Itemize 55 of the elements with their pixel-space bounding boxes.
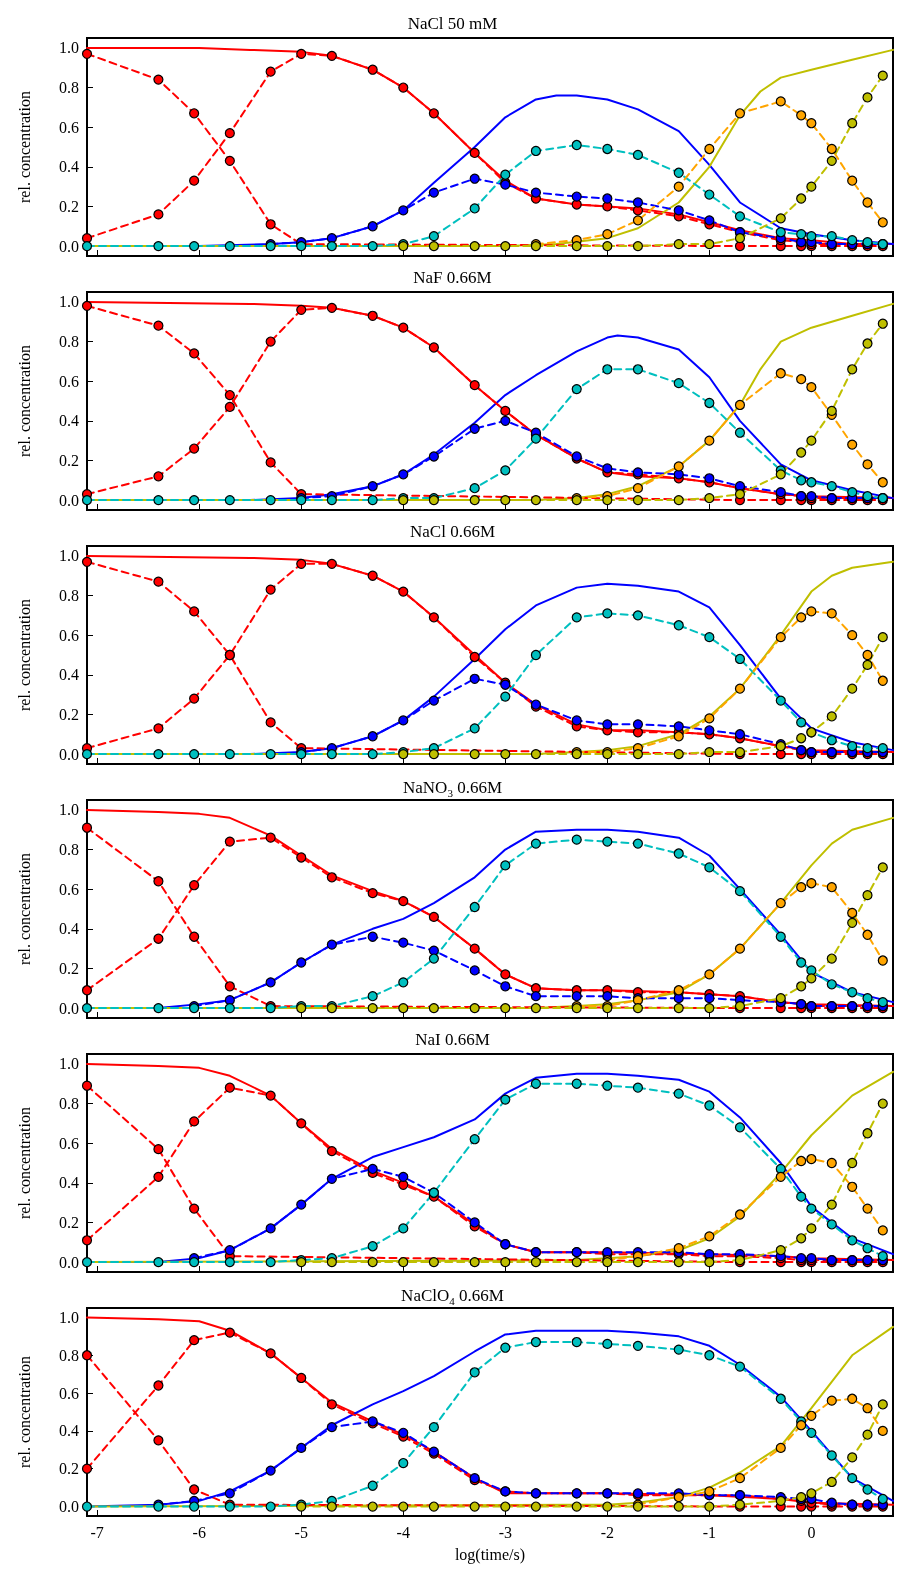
y-tick-label: 0.2 xyxy=(59,705,79,723)
chart-title: NaCl 50 mM xyxy=(407,14,498,33)
y-axis-title: rel. concentration xyxy=(15,1356,33,1468)
chart-title: NaF 0.66M xyxy=(413,268,492,287)
y-tick-label: 1.0 xyxy=(59,1308,79,1326)
x-tick-label: -3 xyxy=(498,1523,512,1541)
y-tick-label: 0.6 xyxy=(59,626,79,644)
y-tick-label: 1.0 xyxy=(59,293,79,311)
y-tick-label: 0.4 xyxy=(59,666,79,684)
y-tick-label: 0.0 xyxy=(59,1498,79,1516)
y-tick-label: 0.0 xyxy=(59,237,79,255)
y-tick-label: 0.4 xyxy=(59,412,79,430)
y-tick-label: 0.2 xyxy=(59,197,79,215)
chart-title: NaCl 0.66M xyxy=(410,522,495,541)
y-tick-label: 0.6 xyxy=(59,372,79,390)
y-axis-title: rel. concentration xyxy=(15,599,33,711)
y-tick-label: 1.0 xyxy=(59,547,79,565)
y-axis-title: rel. concentration xyxy=(15,1107,33,1219)
y-tick-label: 0.2 xyxy=(59,959,79,977)
y-tick-label: 0.4 xyxy=(59,1422,79,1440)
y-tick-label: 0.8 xyxy=(59,1095,79,1113)
x-tick-label: -7 xyxy=(90,1523,104,1541)
y-tick-label: 0.2 xyxy=(59,451,79,469)
y-tick-label: 0.6 xyxy=(59,1134,79,1152)
y-tick-label: 1.0 xyxy=(59,1055,79,1073)
x-tick-label: 0 xyxy=(807,1523,816,1541)
y-axis-title: rel. concentration xyxy=(15,91,33,203)
y-axis-title: rel. concentration xyxy=(15,853,33,965)
y-tick-label: 1.0 xyxy=(59,801,79,819)
y-tick-label: 0.6 xyxy=(59,118,79,136)
y-axis-title: rel. concentration xyxy=(15,345,33,457)
y-tick-label: 0.6 xyxy=(59,1384,79,1402)
x-tick-label: -2 xyxy=(600,1523,614,1541)
x-axis-title: log(time/s) xyxy=(454,1545,526,1564)
y-tick-label: 0.2 xyxy=(59,1213,79,1231)
chart-title: NaI 0.66M xyxy=(415,1030,490,1049)
y-tick-label: 0.0 xyxy=(59,745,79,763)
x-tick-label: -1 xyxy=(702,1523,717,1541)
x-tick-label: -5 xyxy=(294,1523,308,1541)
y-tick-label: 0.4 xyxy=(59,158,79,176)
y-tick-label: 0.0 xyxy=(59,999,79,1017)
y-tick-label: 0.4 xyxy=(59,920,79,938)
x-tick-label: -6 xyxy=(192,1523,206,1541)
y-tick-label: 1.0 xyxy=(59,39,79,57)
y-tick-label: 0.0 xyxy=(59,1253,79,1271)
y-tick-label: 0.4 xyxy=(59,1174,79,1192)
x-tick-label: -4 xyxy=(396,1523,410,1541)
y-tick-label: 0.8 xyxy=(59,79,79,97)
y-tick-label: 0.2 xyxy=(59,1460,79,1478)
y-tick-label: 0.0 xyxy=(59,491,79,509)
y-tick-label: 0.8 xyxy=(59,333,79,351)
y-tick-label: 0.6 xyxy=(59,880,79,898)
y-tick-label: 0.8 xyxy=(59,587,79,605)
y-tick-label: 0.8 xyxy=(59,1346,79,1364)
y-tick-label: 0.8 xyxy=(59,841,79,859)
